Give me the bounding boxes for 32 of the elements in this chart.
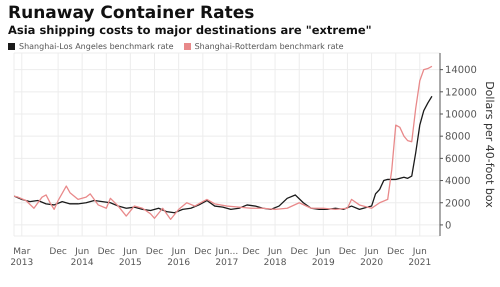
x-tick-label: Dec bbox=[290, 247, 308, 257]
x-tick-label: Dec bbox=[242, 247, 260, 257]
legend-label: Shanghai-Rotterdam benchmark rate bbox=[194, 42, 344, 51]
x-tick-label: Jun 2019 bbox=[312, 247, 335, 268]
x-tick-label: Jun 2021 bbox=[408, 247, 432, 268]
y-tick-label: 8000 bbox=[445, 132, 470, 143]
legend-label: Shanghai-Los Angeles benchmark rate bbox=[19, 42, 174, 51]
x-tick-label: Dec bbox=[146, 247, 164, 257]
y-tick-label: 0 bbox=[445, 220, 452, 232]
x-tick-label: Mar 2013 bbox=[10, 247, 34, 268]
line-series bbox=[14, 66, 433, 220]
x-tick-label: Jun 2015 bbox=[118, 247, 142, 268]
y-axis-title: Dollars per 40-foot box bbox=[483, 81, 496, 208]
y-tick-label: 10000 bbox=[445, 110, 477, 121]
y-tick-label: 14000 bbox=[445, 65, 477, 76]
line-series bbox=[14, 96, 433, 214]
y-tick-label: 6000 bbox=[445, 154, 470, 165]
chart-title: Runaway Container Rates bbox=[8, 3, 254, 23]
x-tick-label: Dec bbox=[338, 247, 356, 257]
y-tick-label: 12000 bbox=[445, 87, 477, 98]
y-tick-label: 4000 bbox=[445, 176, 470, 188]
x-tick-label: Jun 2018 bbox=[264, 247, 287, 268]
x-tick-label: Jun 2014 bbox=[70, 247, 94, 268]
x-tick-label: Dec bbox=[194, 247, 212, 257]
chart-subtitle: Asia shipping costs to major destinations are "extreme" bbox=[8, 23, 372, 37]
x-tick-label: Jun 2020 bbox=[360, 247, 384, 268]
x-tick-label: Dec bbox=[98, 247, 116, 257]
x-tick-label: Dec bbox=[49, 247, 67, 257]
x-tick-label: Jun... 2017 bbox=[214, 247, 238, 268]
y-tick-label: 2000 bbox=[445, 198, 470, 210]
x-tick-label: Jun 2016 bbox=[167, 247, 190, 268]
x-tick-label: Dec bbox=[387, 247, 405, 257]
